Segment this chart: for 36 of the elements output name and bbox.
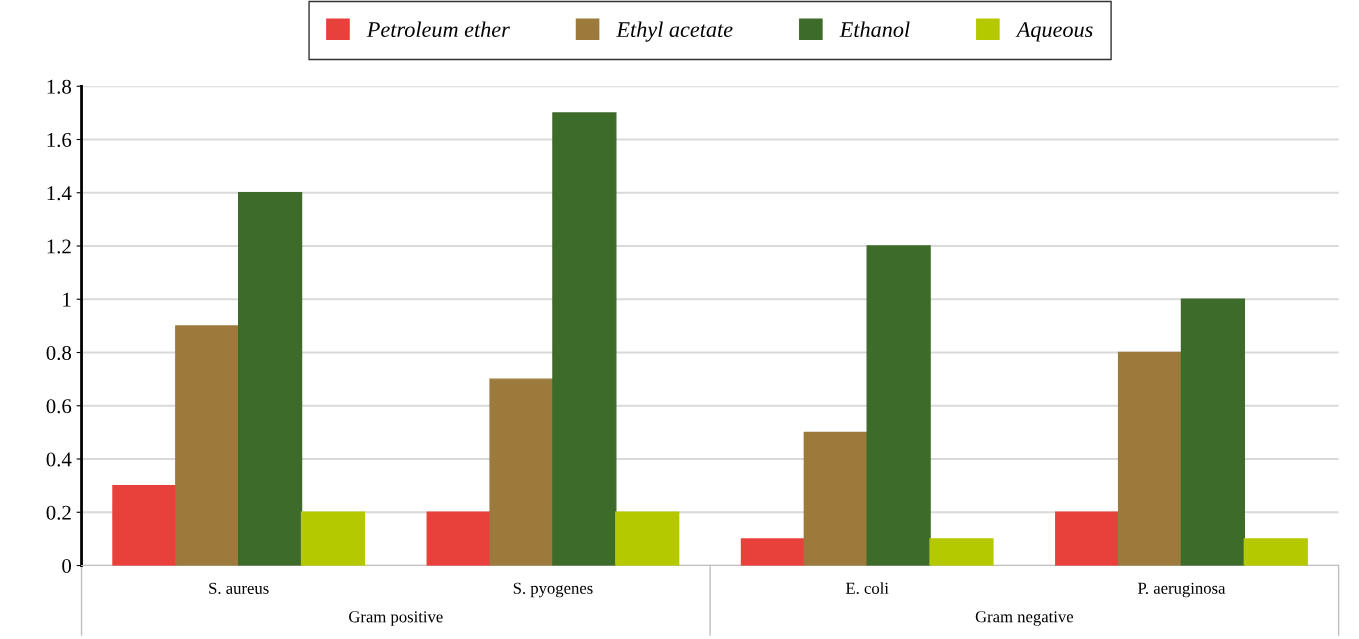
x-tick-label: S. aureus <box>209 582 269 594</box>
bar <box>112 484 177 566</box>
bar <box>489 378 554 566</box>
bar <box>929 538 994 566</box>
bar <box>300 511 366 566</box>
bar <box>175 325 240 566</box>
text: Gram positive <box>349 611 443 626</box>
bar <box>615 511 680 566</box>
y-tick-label: 1.8 <box>47 79 72 94</box>
bar <box>1243 538 1308 566</box>
legend-label: Ethanol <box>839 21 910 38</box>
y-tick-label: 1.6 <box>47 132 72 148</box>
bar <box>803 431 868 566</box>
bar <box>552 112 617 566</box>
x-tick-label: P. aeruginosa <box>1137 582 1226 598</box>
y-tick-label: 0.2 <box>46 505 71 520</box>
y-tick-label: 1.2 <box>47 239 71 254</box>
legend-label: Aqueous <box>1015 22 1093 42</box>
y-tick-label: 0.6 <box>46 399 72 414</box>
bar <box>740 538 806 566</box>
x-tick-label: E. coli <box>845 582 889 594</box>
legend-label: Petroleum ether <box>366 21 510 38</box>
bar <box>1117 351 1183 566</box>
bar <box>426 511 491 566</box>
y-tick-label: 0 <box>62 558 72 573</box>
bar <box>866 245 931 566</box>
x-tick-label: S. pyogenes <box>513 582 593 598</box>
bar <box>237 192 303 566</box>
bar <box>1055 511 1120 566</box>
y-tick-label: 1 <box>63 292 71 307</box>
y-tick-label: 1.4 <box>47 186 72 201</box>
text: Gram negative <box>975 611 1074 626</box>
y-tick-label: 0.8 <box>46 345 72 361</box>
bar <box>1180 298 1246 566</box>
y-tick-label: 0.4 <box>46 452 72 467</box>
legend-label: Ethyl acetate <box>616 21 733 42</box>
